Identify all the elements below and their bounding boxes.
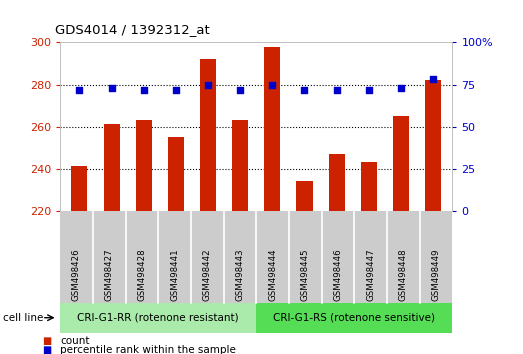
Bar [200, 59, 216, 211]
Text: GSM498445: GSM498445 [301, 248, 310, 301]
Text: GSM498426: GSM498426 [72, 248, 81, 301]
Bar [264, 47, 280, 211]
Bar [361, 162, 377, 211]
Bar [425, 80, 441, 211]
Text: GSM498446: GSM498446 [334, 248, 343, 301]
Bar [104, 125, 120, 211]
Point [300, 87, 309, 92]
Text: GDS4014 / 1392312_at: GDS4014 / 1392312_at [55, 23, 210, 36]
Text: GSM498447: GSM498447 [366, 248, 375, 301]
Point [429, 77, 437, 82]
Text: cell line: cell line [3, 313, 43, 323]
Point [204, 82, 212, 87]
Text: GSM498427: GSM498427 [105, 248, 113, 301]
Text: count: count [60, 336, 89, 346]
Text: CRI-G1-RR (rotenone resistant): CRI-G1-RR (rotenone resistant) [77, 313, 239, 323]
Text: GSM498444: GSM498444 [268, 248, 277, 301]
Text: GSM498443: GSM498443 [235, 248, 244, 301]
Point [236, 87, 244, 92]
Bar [328, 154, 345, 211]
Text: ■: ■ [42, 345, 51, 354]
Point [365, 87, 373, 92]
Text: percentile rank within the sample: percentile rank within the sample [60, 345, 236, 354]
Point [140, 87, 148, 92]
Text: CRI-G1-RS (rotenone sensitive): CRI-G1-RS (rotenone sensitive) [274, 313, 435, 323]
Text: GSM498442: GSM498442 [203, 248, 212, 301]
Bar [168, 137, 184, 211]
Point [397, 85, 405, 91]
Point [268, 82, 277, 87]
Bar [72, 166, 87, 211]
Bar [232, 120, 248, 211]
Point [75, 87, 84, 92]
Bar [393, 116, 409, 211]
Point [172, 87, 180, 92]
Bar [297, 181, 313, 211]
Text: GSM498448: GSM498448 [399, 248, 408, 301]
Text: GSM498441: GSM498441 [170, 248, 179, 301]
Point [333, 87, 341, 92]
Text: ■: ■ [42, 336, 51, 346]
Text: GSM498428: GSM498428 [138, 248, 146, 301]
Text: GSM498449: GSM498449 [431, 249, 440, 301]
Point [107, 85, 116, 91]
Bar [135, 120, 152, 211]
